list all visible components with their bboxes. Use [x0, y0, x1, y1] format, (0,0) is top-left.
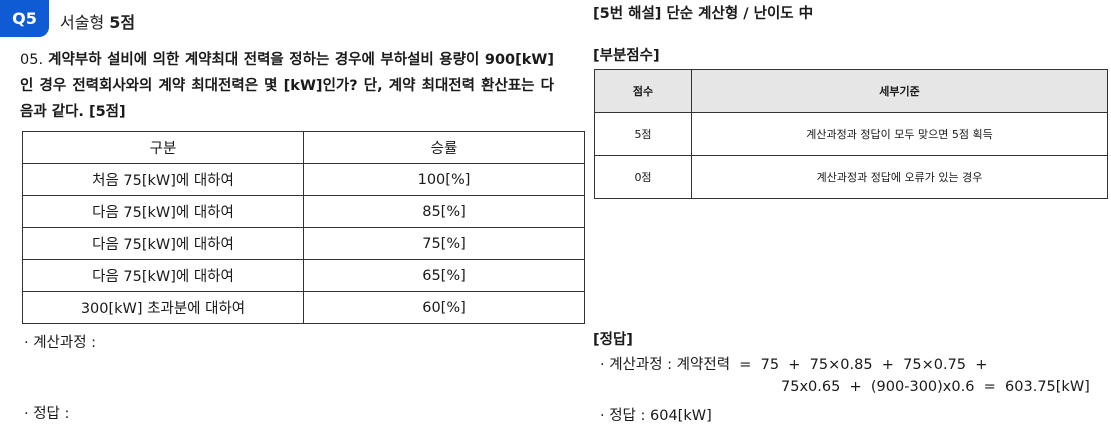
table-row: 5점 계산과정과 정답이 모두 맞으면 5점 획득 [594, 112, 1108, 156]
calculation-line-2: 75x0.65 + (900-300)x0.6 = 603.75[kW] [781, 379, 1090, 395]
problem-statement: 05. 계약부하 설비에 의한 계약최대 전력을 정하는 경우에 부하설비 용량… [20, 47, 554, 125]
calculation-process-label: · 계산과정 : [24, 335, 97, 351]
table-cell: 처음 75[kW]에 대하여 [22, 163, 304, 196]
table-cell: 다음 75[kW]에 대하여 [22, 259, 304, 292]
table-cell: 5점 [594, 112, 692, 156]
final-answer: · 정답 : 604[kW] [600, 408, 712, 424]
table-row: 처음 75[kW]에 대하여 100[%] [22, 163, 585, 196]
table-header-category: 구분 [22, 131, 304, 164]
table-cell: 다음 75[kW]에 대하여 [22, 227, 304, 260]
table-row: 다음 75[kW]에 대하여 75[%] [22, 227, 585, 260]
question-type: 서술형 5점 [60, 9, 135, 33]
table-header-row: 점수 세부기준 [594, 69, 1108, 113]
table-cell: 0점 [594, 155, 692, 199]
table-cell: 75[%] [303, 227, 585, 260]
table-cell: 100[%] [303, 163, 585, 196]
problem-number: 05. [20, 52, 49, 68]
table-row: 0점 계산과정과 정답에 오류가 있는 경우 [594, 155, 1108, 199]
question-number-badge: Q5 [0, 0, 49, 37]
solution-title: [5번 해설] 단순 계산형 / 난이도 中 [593, 6, 814, 22]
question-points: 5점 [109, 13, 136, 32]
question-panel: Q5 서술형 5점 05. 계약부하 설비에 의한 계약최대 전력을 정하는 경… [0, 0, 585, 422]
table-row: 300[kW] 초과분에 대하여 60[%] [22, 291, 585, 324]
problem-text: 계약부하 설비에 의한 계약최대 전력을 정하는 경우에 부하설비 용량이 90… [20, 52, 555, 120]
table-cell: 계산과정과 정답이 모두 맞으면 5점 획득 [691, 112, 1108, 156]
answer-label: · 정답 : [24, 406, 70, 422]
table-cell: 85[%] [303, 195, 585, 228]
score-criteria-table: 점수 세부기준 5점 계산과정과 정답이 모두 맞으면 5점 획득 0점 계산과… [594, 69, 1108, 199]
table-header-score: 점수 [594, 69, 692, 113]
calculation-line-1: · 계산과정 : 계약전력 = 75 + 75×0.85 + 75×0.75 + [600, 357, 988, 373]
table-header-row: 구분 승률 [22, 131, 585, 164]
table-cell: 계산과정과 정답에 오류가 있는 경우 [691, 155, 1108, 199]
table-cell: 300[kW] 초과분에 대하여 [22, 291, 304, 324]
question-type-label: 서술형 [60, 13, 110, 32]
table-header-rate: 승률 [303, 131, 585, 164]
table-cell: 65[%] [303, 259, 585, 292]
table-cell: 60[%] [303, 291, 585, 324]
answer-title: [정답] [593, 332, 633, 348]
partial-score-title: [부분점수] [593, 48, 660, 64]
table-header-criteria: 세부기준 [691, 69, 1108, 113]
conversion-table: 구분 승률 처음 75[kW]에 대하여 100[%] 다음 75[kW]에 대… [22, 131, 585, 324]
table-cell: 다음 75[kW]에 대하여 [22, 195, 304, 228]
table-row: 다음 75[kW]에 대하여 85[%] [22, 195, 585, 228]
solution-panel: [5번 해설] 단순 계산형 / 난이도 中 [부분점수] 점수 세부기준 5점… [593, 0, 1111, 424]
table-row: 다음 75[kW]에 대하여 65[%] [22, 259, 585, 292]
